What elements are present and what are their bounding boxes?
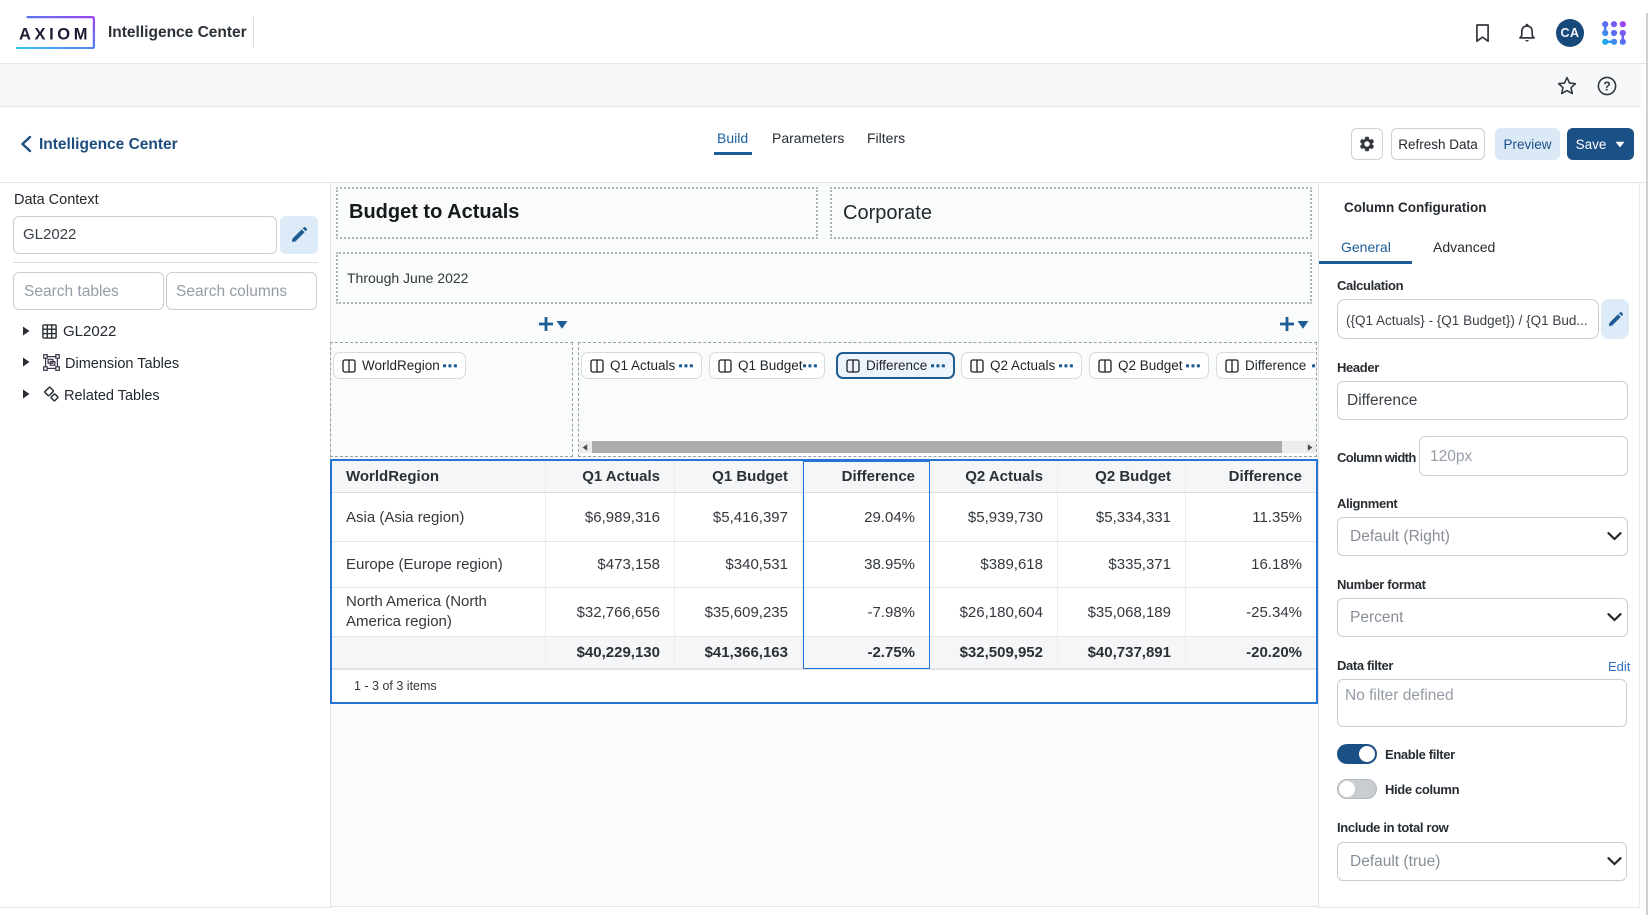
- svg-text:?: ?: [1603, 79, 1611, 93]
- svg-text:AXIOM: AXIOM: [19, 26, 91, 44]
